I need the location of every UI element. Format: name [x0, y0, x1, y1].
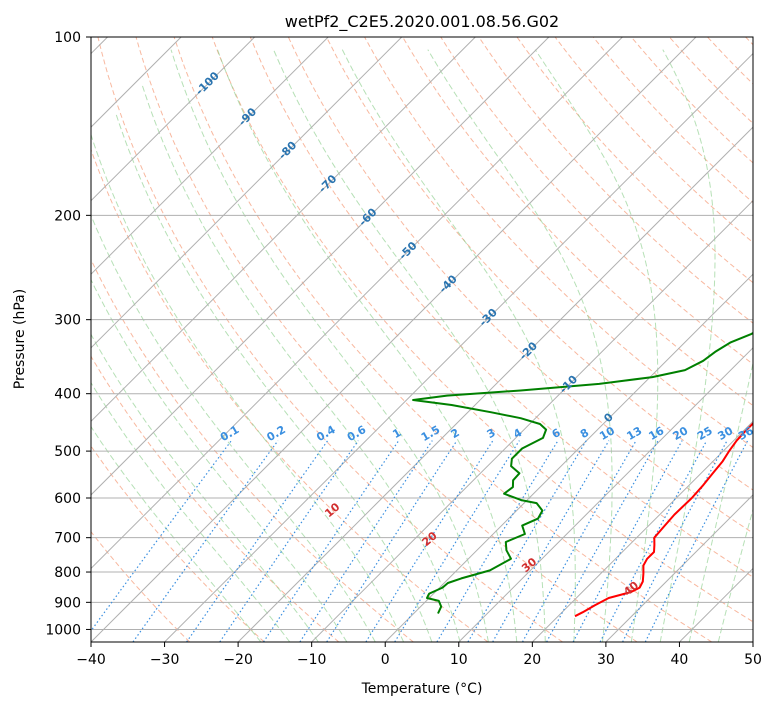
mixing-ratio-label: 25: [695, 424, 715, 443]
mixing-ratio-label: 1: [390, 426, 403, 441]
isotherm-label: -90: [236, 105, 259, 128]
dry-adiabat-line: [60, 37, 488, 642]
isotherm-line: [91, 37, 696, 642]
mixing-ratio-label: 16: [646, 424, 666, 443]
mixing-ratio-label: 3: [485, 426, 498, 441]
x-tick-label: 40: [670, 652, 688, 668]
isotherm-line: [679, 37, 775, 642]
isotherm-line: [0, 37, 255, 642]
y-tick-label: 400: [54, 387, 81, 403]
isotherm-line: [312, 37, 775, 642]
dry-adiabat-line: [22, 37, 414, 642]
dry-adiabat-line: [593, 37, 775, 642]
moist-adiabat-line: [218, 50, 517, 642]
moist-adiabat-line: [11, 209, 290, 642]
mixing-ratio-line: [395, 441, 520, 642]
dry-adiabat-line: [746, 37, 775, 642]
dry-adiabat-line: [669, 37, 775, 642]
mixing-ratio-line: [547, 441, 659, 642]
mixing-ratio-line: [623, 441, 728, 642]
isotherm-line: [753, 37, 775, 642]
isotherm-label: -70: [316, 172, 339, 195]
x-tick-label: 20: [523, 652, 541, 668]
y-tick-label: 100: [54, 30, 81, 46]
moist-adiabat-line: [171, 50, 488, 642]
moist-adiabat-line: [116, 114, 432, 642]
x-tick-label: 0: [381, 652, 390, 668]
mixing-ratio-line: [133, 441, 278, 642]
mixing-ratio-line: [645, 441, 747, 642]
moist-adiabat-line: [689, 50, 775, 642]
dry-adiabat-line: [441, 37, 775, 642]
mixing-ratio-label: 0.2: [265, 423, 288, 444]
x-tick-label: 10: [450, 652, 468, 668]
dry-adiabat-line: [0, 37, 190, 642]
mixing-ratio-label: 2: [449, 426, 462, 441]
dry-adiabat-line: [136, 37, 637, 642]
y-tick-label: 300: [54, 313, 81, 329]
profile-lines: [413, 37, 775, 616]
y-tick-label: 700: [54, 531, 81, 547]
x-tick-label: −10: [297, 652, 327, 668]
isotherm-label: -30: [477, 306, 500, 329]
mixing-ratio-label: 0.4: [314, 423, 338, 444]
moist-adiabat-line: [342, 50, 575, 642]
isotherm-line: [0, 37, 402, 642]
x-tick-label: −40: [76, 652, 106, 668]
mixing-ratio-line: [264, 441, 399, 642]
isotherm-line: [165, 37, 770, 642]
x-axis-label: Temperature (°C): [361, 681, 483, 697]
y-tick-label: 600: [54, 491, 81, 507]
x-tick-label: 50: [744, 652, 762, 668]
background-lines: [0, 37, 775, 642]
moist-adiabat-line: [90, 133, 403, 642]
isotherm-line: [385, 37, 775, 642]
mixing-ratio-label: 8: [578, 426, 591, 441]
y-axis-label: Pressure (hPa): [12, 289, 28, 389]
mixing-ratio-line: [83, 441, 232, 642]
mixing-ratio-label: 30: [715, 424, 735, 443]
dry-adiabat-line: [365, 37, 775, 642]
mixing-ratio-label: 4: [511, 426, 524, 441]
mixing-ratio-line: [327, 441, 457, 642]
mixing-ratio-label: 13: [624, 424, 644, 443]
x-tick-label: −30: [150, 652, 180, 668]
theta-label: 20: [420, 529, 440, 549]
temperature-profile-line: [575, 37, 775, 616]
y-tick-label: 800: [54, 565, 81, 581]
dry-adiabat-line: [0, 37, 339, 642]
y-tick-label: 900: [54, 595, 81, 611]
y-tick-label: 1000: [45, 622, 81, 638]
dry-adiabat-line: [0, 37, 264, 642]
y-tick-label: 200: [54, 208, 81, 224]
chart-title: wetPf2_C2E5.2020.001.08.56.G02: [285, 12, 559, 32]
dry-adiabat-line: [479, 37, 775, 642]
mixing-ratio-label: 0.1: [218, 423, 241, 444]
y-tick-label: 500: [54, 444, 81, 460]
moist-adiabat-line: [70, 158, 376, 642]
mixing-ratio-line: [220, 441, 358, 642]
mixing-ratio-line: [493, 441, 609, 642]
isotherm-line: [17, 37, 622, 642]
x-tick-label: −20: [223, 652, 253, 668]
moist-adiabat-line: [428, 50, 612, 642]
x-tick-label: 30: [597, 652, 615, 668]
